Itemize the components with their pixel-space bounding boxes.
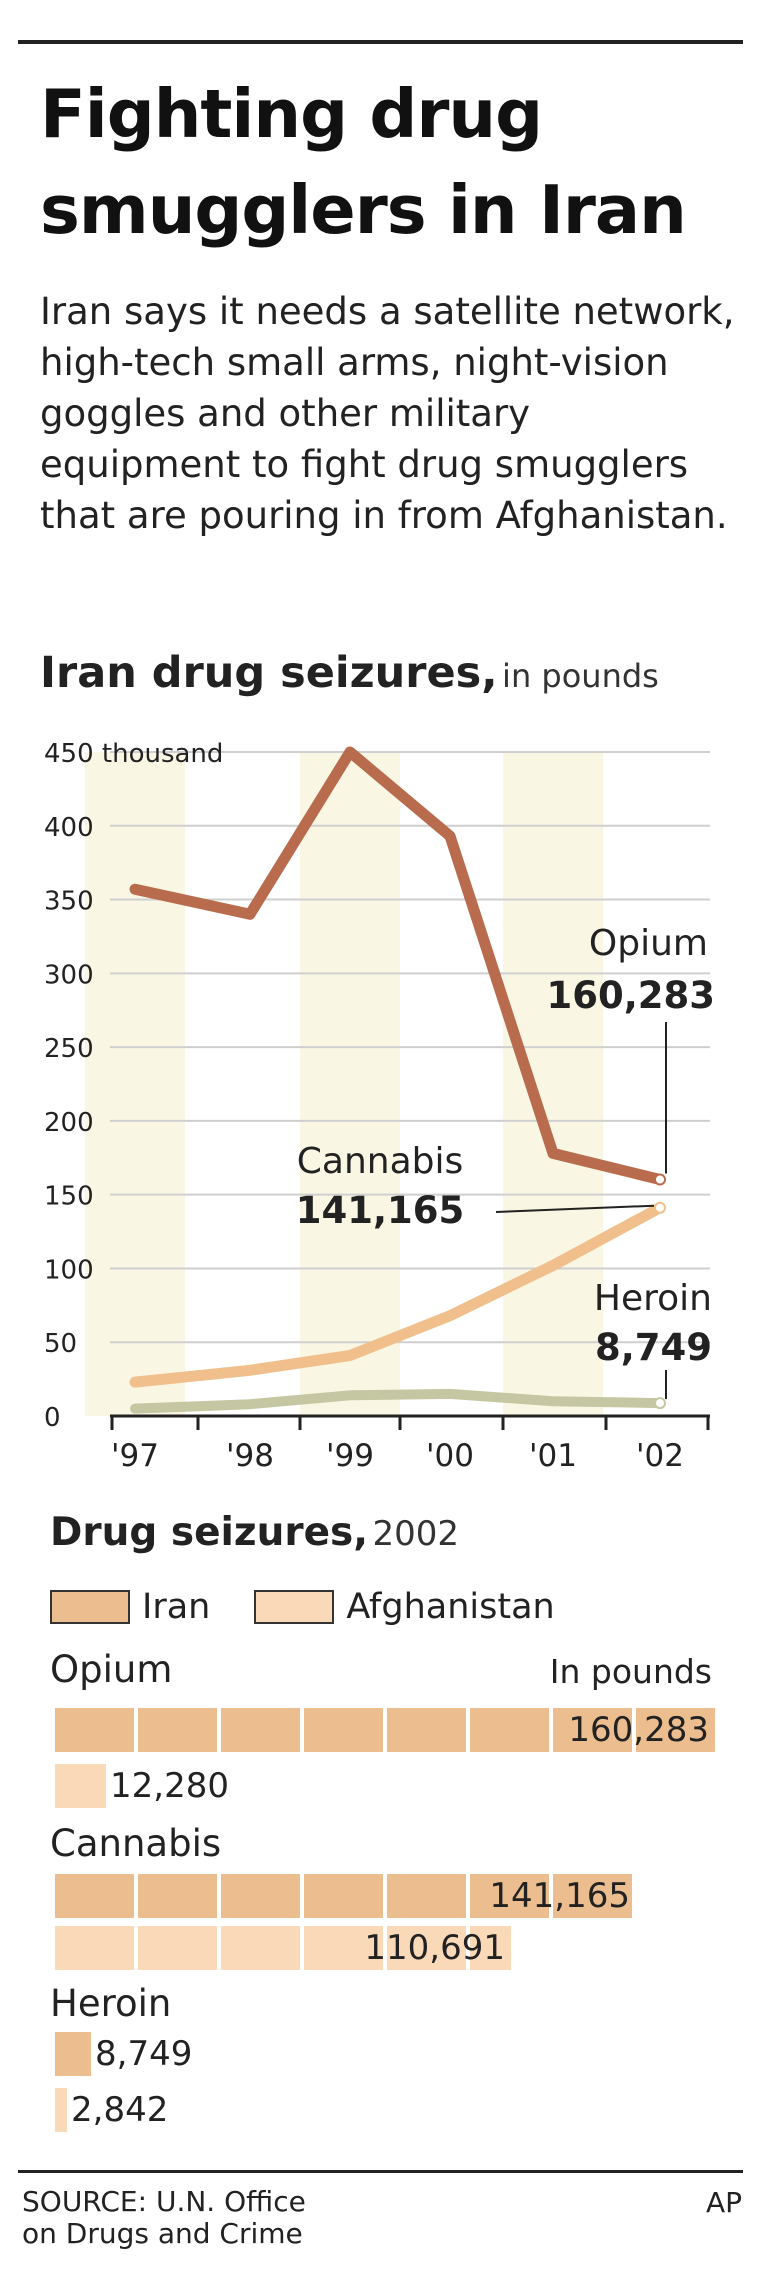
shade-band-0 xyxy=(85,752,185,1416)
source-note: SOURCE: U.N. Office on Drugs and Crime xyxy=(22,2186,306,2250)
top-rule xyxy=(18,40,743,44)
y-tick-label-50: 50 xyxy=(44,1329,77,1359)
source-line-1: SOURCE: U.N. Office xyxy=(22,2185,306,2218)
headline: Fighting drug smugglers in Iran xyxy=(40,75,687,249)
bar-iran-cannabis xyxy=(55,1874,636,1918)
legend-label-afghanistan: Afghanistan xyxy=(346,1587,555,1627)
y-tick-label-300: 300 xyxy=(44,960,94,990)
bar-legend: Iran Afghanistan xyxy=(50,1582,599,1632)
x-tick-label-5: '02 xyxy=(636,1438,684,1474)
line-chart-title-unit: in pounds xyxy=(502,657,659,695)
x-tick-label-1: '98 xyxy=(226,1438,274,1474)
endpoint-opium xyxy=(654,1173,666,1186)
legend-label-iran: Iran xyxy=(142,1587,211,1627)
series-value-opium: 160,283 xyxy=(546,974,715,1017)
bar-value-afghanistan-cannabis: 110,691 xyxy=(364,1928,505,1968)
legend-swatch-afghanistan xyxy=(254,1590,335,1624)
x-tick-label-4: '01 xyxy=(529,1438,577,1474)
source-line-2: on Drugs and Crime xyxy=(22,2217,303,2250)
x-tick-label-0: '97 xyxy=(111,1438,159,1474)
y-tick-label-200: 200 xyxy=(44,1108,94,1138)
bar-afghanistan-cannabis xyxy=(55,1926,511,1970)
endpoint-heroin xyxy=(654,1397,666,1410)
bar-afghanistan-heroin xyxy=(55,2088,67,2132)
bar-chart-title-main: Drug seizures, xyxy=(50,1510,369,1555)
y-tick-label-400: 400 xyxy=(44,813,94,843)
shade-band-1 xyxy=(300,752,400,1416)
bar-value-afghanistan-opium: 12,280 xyxy=(110,1766,229,1806)
x-tick-label-3: '00 xyxy=(426,1438,474,1474)
bar-value-afghanistan-heroin: 2,842 xyxy=(71,2090,169,2130)
bar-value-iran-opium: 160,283 xyxy=(568,1710,709,1750)
series-label-opium: Opium xyxy=(589,923,708,964)
y-tick-label-150: 150 xyxy=(44,1182,94,1212)
bottom-rule xyxy=(18,2170,743,2173)
y-tick-label-450: 450 thousand xyxy=(44,739,223,769)
credit-ap: AP xyxy=(705,2186,742,2219)
bar-chart-title-year: 2002 xyxy=(372,1514,460,1554)
bar-unit-label: In pounds xyxy=(549,1652,712,1691)
series-value-cannabis: 141,165 xyxy=(296,1189,465,1232)
series-value-heroin: 8,749 xyxy=(595,1326,712,1369)
y-tick-label-350: 350 xyxy=(44,887,94,917)
endpoint-cannabis xyxy=(654,1201,666,1214)
bar-value-iran-heroin: 8,749 xyxy=(95,2034,193,2074)
x-tick-label-2: '99 xyxy=(326,1438,374,1474)
legend-swatch-iran xyxy=(50,1590,130,1624)
shade-band-2 xyxy=(503,752,603,1416)
dek-text: Iran says it needs a satellite network, … xyxy=(40,290,735,537)
bar-iran-heroin xyxy=(55,2032,91,2076)
y-tick-label-250: 250 xyxy=(44,1034,94,1064)
line-chart-title-main: Iran drug seizures, xyxy=(40,648,498,698)
bar-group-label-cannabis: Cannabis xyxy=(50,1822,222,1865)
series-line-heroin xyxy=(130,1388,665,1414)
y-tick-label-100: 100 xyxy=(44,1255,94,1285)
bar-group-label-opium: Opium xyxy=(50,1648,173,1691)
line-chart: 0 50 100 150 200 250 300 350 400 450 thousand '97 '… xyxy=(44,739,715,1474)
bar-chart-title: Drug seizures, 2002 xyxy=(50,1510,459,1555)
bar-group-label-heroin: Heroin xyxy=(50,1982,172,2025)
series-line-cannabis xyxy=(129,1202,666,1388)
bar-afghanistan-opium xyxy=(55,1764,106,1808)
callout-leader-cannabis xyxy=(495,1204,655,1213)
y-tick-label-0: 0 xyxy=(44,1403,61,1433)
bar-value-iran-cannabis: 141,165 xyxy=(489,1876,630,1916)
series-label-heroin: Heroin xyxy=(594,1278,712,1319)
series-line-opium xyxy=(129,746,666,1185)
series-label-cannabis: Cannabis xyxy=(297,1141,464,1182)
line-chart-title: Iran drug seizures, in pounds xyxy=(40,648,760,698)
bar-iran-opium xyxy=(55,1708,715,1752)
